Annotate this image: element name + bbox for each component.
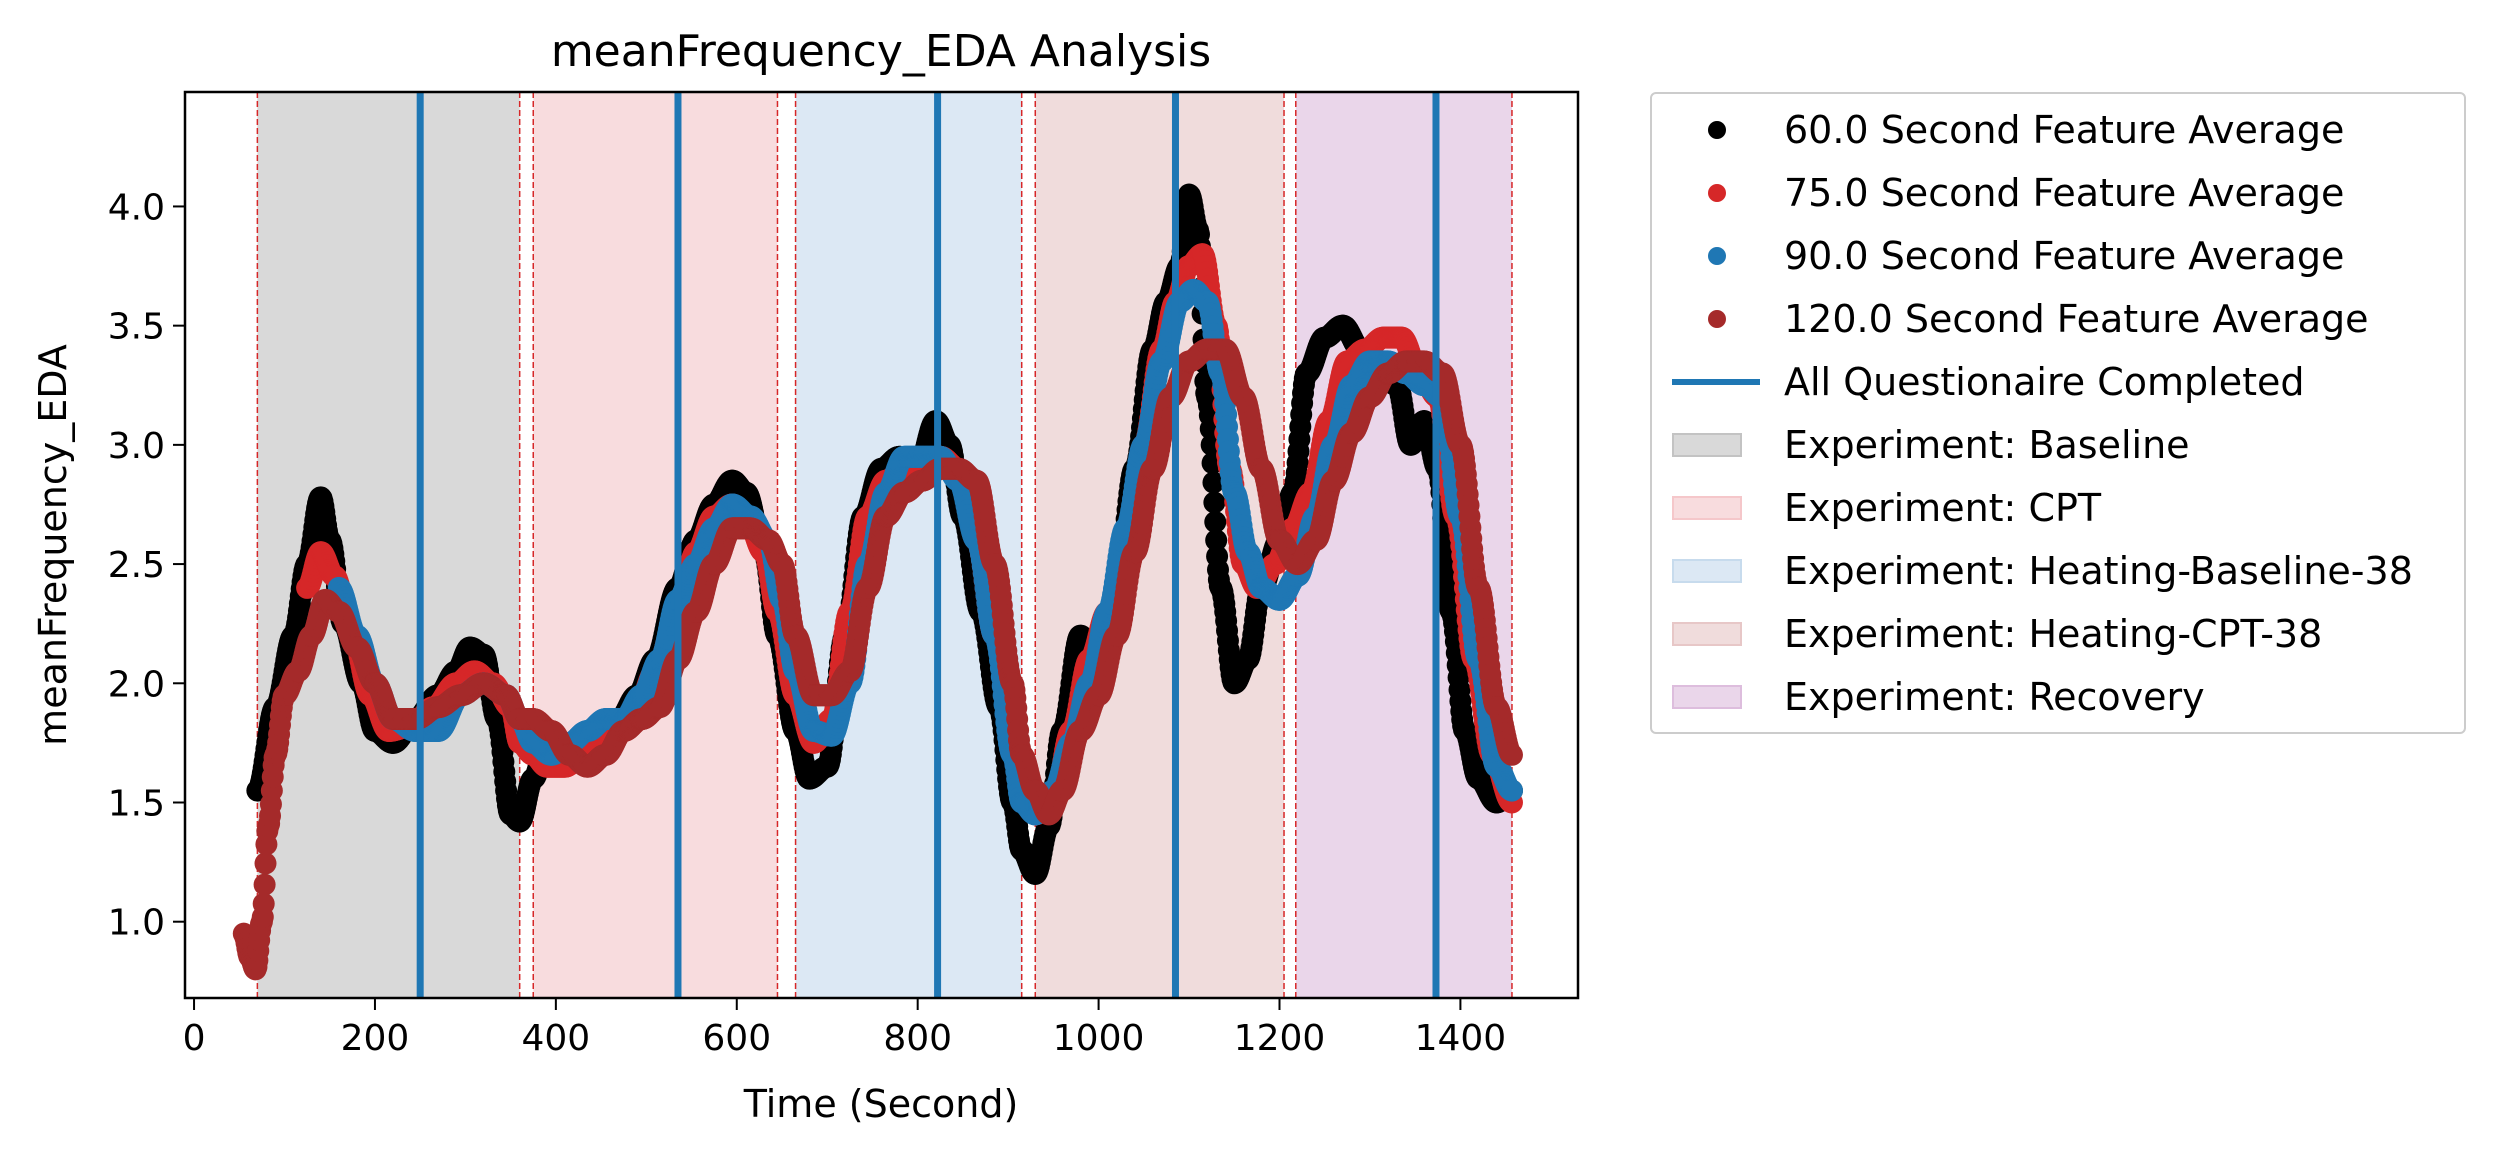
data-point <box>252 892 275 915</box>
phase-band <box>533 92 778 998</box>
phase-band <box>257 92 520 998</box>
data-points <box>232 183 1523 981</box>
data-point <box>253 873 276 896</box>
data-point <box>254 852 277 875</box>
phase-bands <box>257 92 1512 998</box>
data-point <box>1205 529 1228 552</box>
data-point <box>1204 511 1227 534</box>
data-point <box>1203 491 1226 514</box>
data-point <box>1202 471 1225 494</box>
data-point <box>1500 779 1523 802</box>
